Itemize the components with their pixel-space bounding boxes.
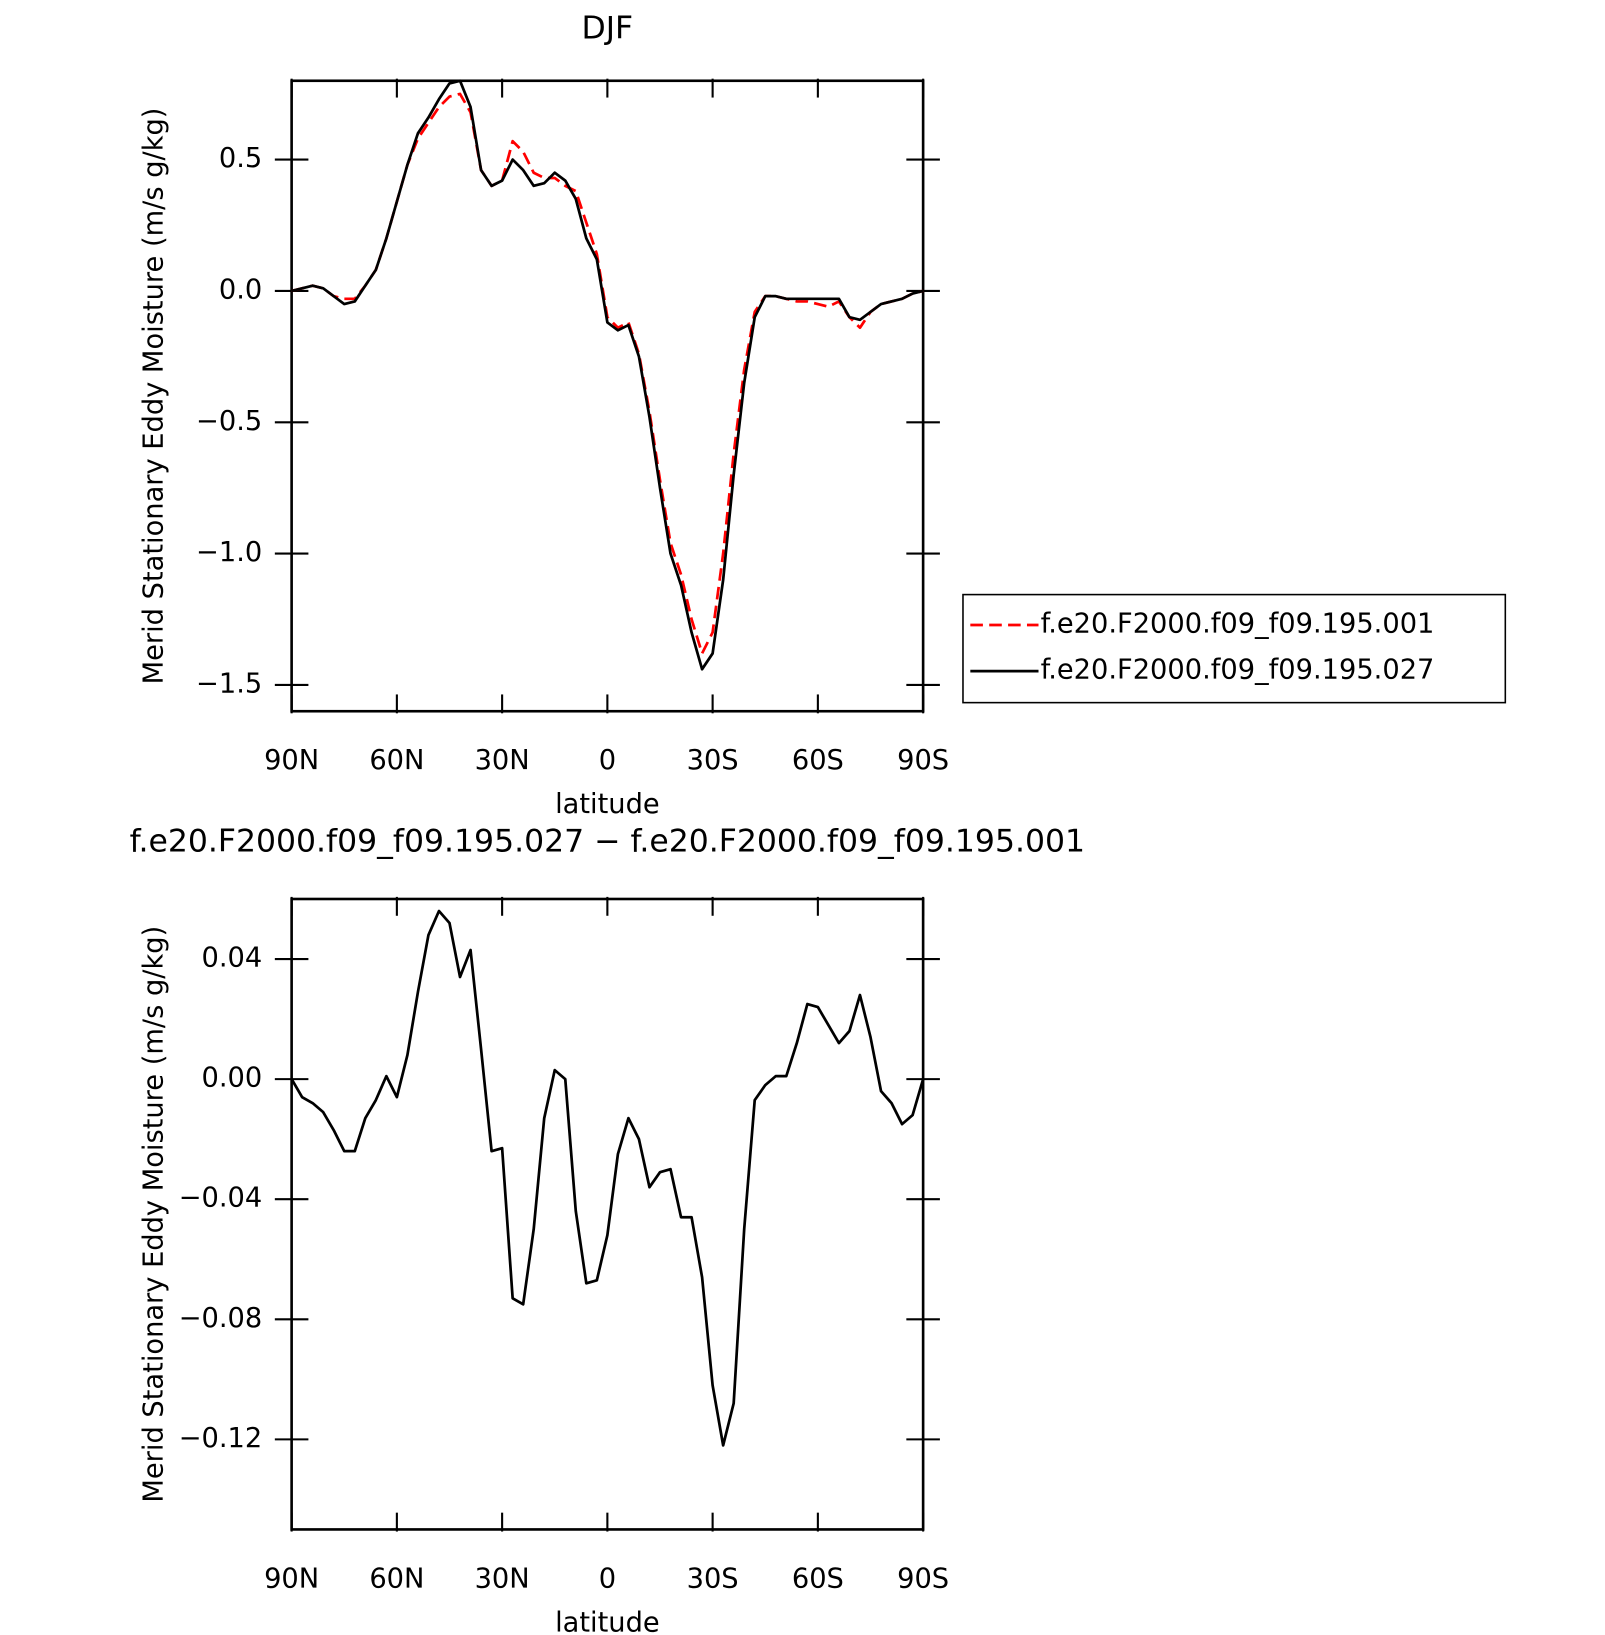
series-line (290, 909, 925, 1447)
y-tick-label: −0.04 (179, 1183, 263, 1214)
x-tick-label: 0 (599, 1563, 616, 1594)
legend-label: f.e20.F2000.f09_f09.195.027 (1041, 655, 1435, 686)
x-tick-label: 90N (264, 1563, 319, 1594)
x-tick-label: 0 (599, 745, 616, 776)
y-tick-label: −0.5 (196, 406, 262, 437)
x-tick-label: 30N (475, 745, 530, 776)
y-axis-label: Merid Stationary Eddy Moisture (m/s g/kg… (139, 926, 170, 1503)
y-tick-label: 0.00 (202, 1063, 263, 1094)
x-axis-label: latitude (555, 1607, 660, 1635)
series-line (291, 79, 924, 671)
legend-box (962, 593, 1507, 704)
y-tick-label: −1.5 (196, 668, 262, 699)
x-axis-label: latitude (555, 789, 660, 820)
x-tick-label: 30S (687, 745, 739, 776)
y-tick-label: −0.08 (179, 1303, 263, 1334)
x-tick-label: 60S (792, 1563, 844, 1594)
series-line (291, 92, 924, 655)
chart-group: DJF 90N 60N 30N 0 30S 60S 90S 0.5 0.0 −0.5 −1.0 −1.5… (130, 10, 1507, 1635)
y-axis-label: Merid Stationary Eddy Moisture (m/s g/kg… (139, 108, 170, 685)
y-tick-label: 0.5 (219, 143, 262, 174)
chart-title: f.e20.F2000.f09_f09.195.027 − f.e20.F200… (130, 823, 1085, 859)
x-tick-label: 90N (264, 745, 319, 776)
y-tick-label: −0.12 (179, 1423, 263, 1454)
x-tick-label: 60S (792, 745, 844, 776)
plot-frame (290, 79, 925, 713)
chart-title: DJF (582, 10, 634, 46)
x-tick-label: 60N (369, 745, 424, 776)
x-tick-label: 90S (897, 745, 949, 776)
y-tick-label: −1.0 (196, 537, 262, 568)
y-tick-label: 0.04 (202, 943, 263, 974)
y-tick-label: 0.0 (219, 274, 262, 305)
legend-label: f.e20.F2000.f09_f09.195.001 (1041, 609, 1435, 640)
x-tick-label: 30S (687, 1563, 739, 1594)
x-tick-label: 60N (369, 1563, 424, 1594)
x-tick-label: 90S (897, 1563, 949, 1594)
x-tick-label: 30N (475, 1563, 530, 1594)
plot-frame (290, 897, 925, 1531)
